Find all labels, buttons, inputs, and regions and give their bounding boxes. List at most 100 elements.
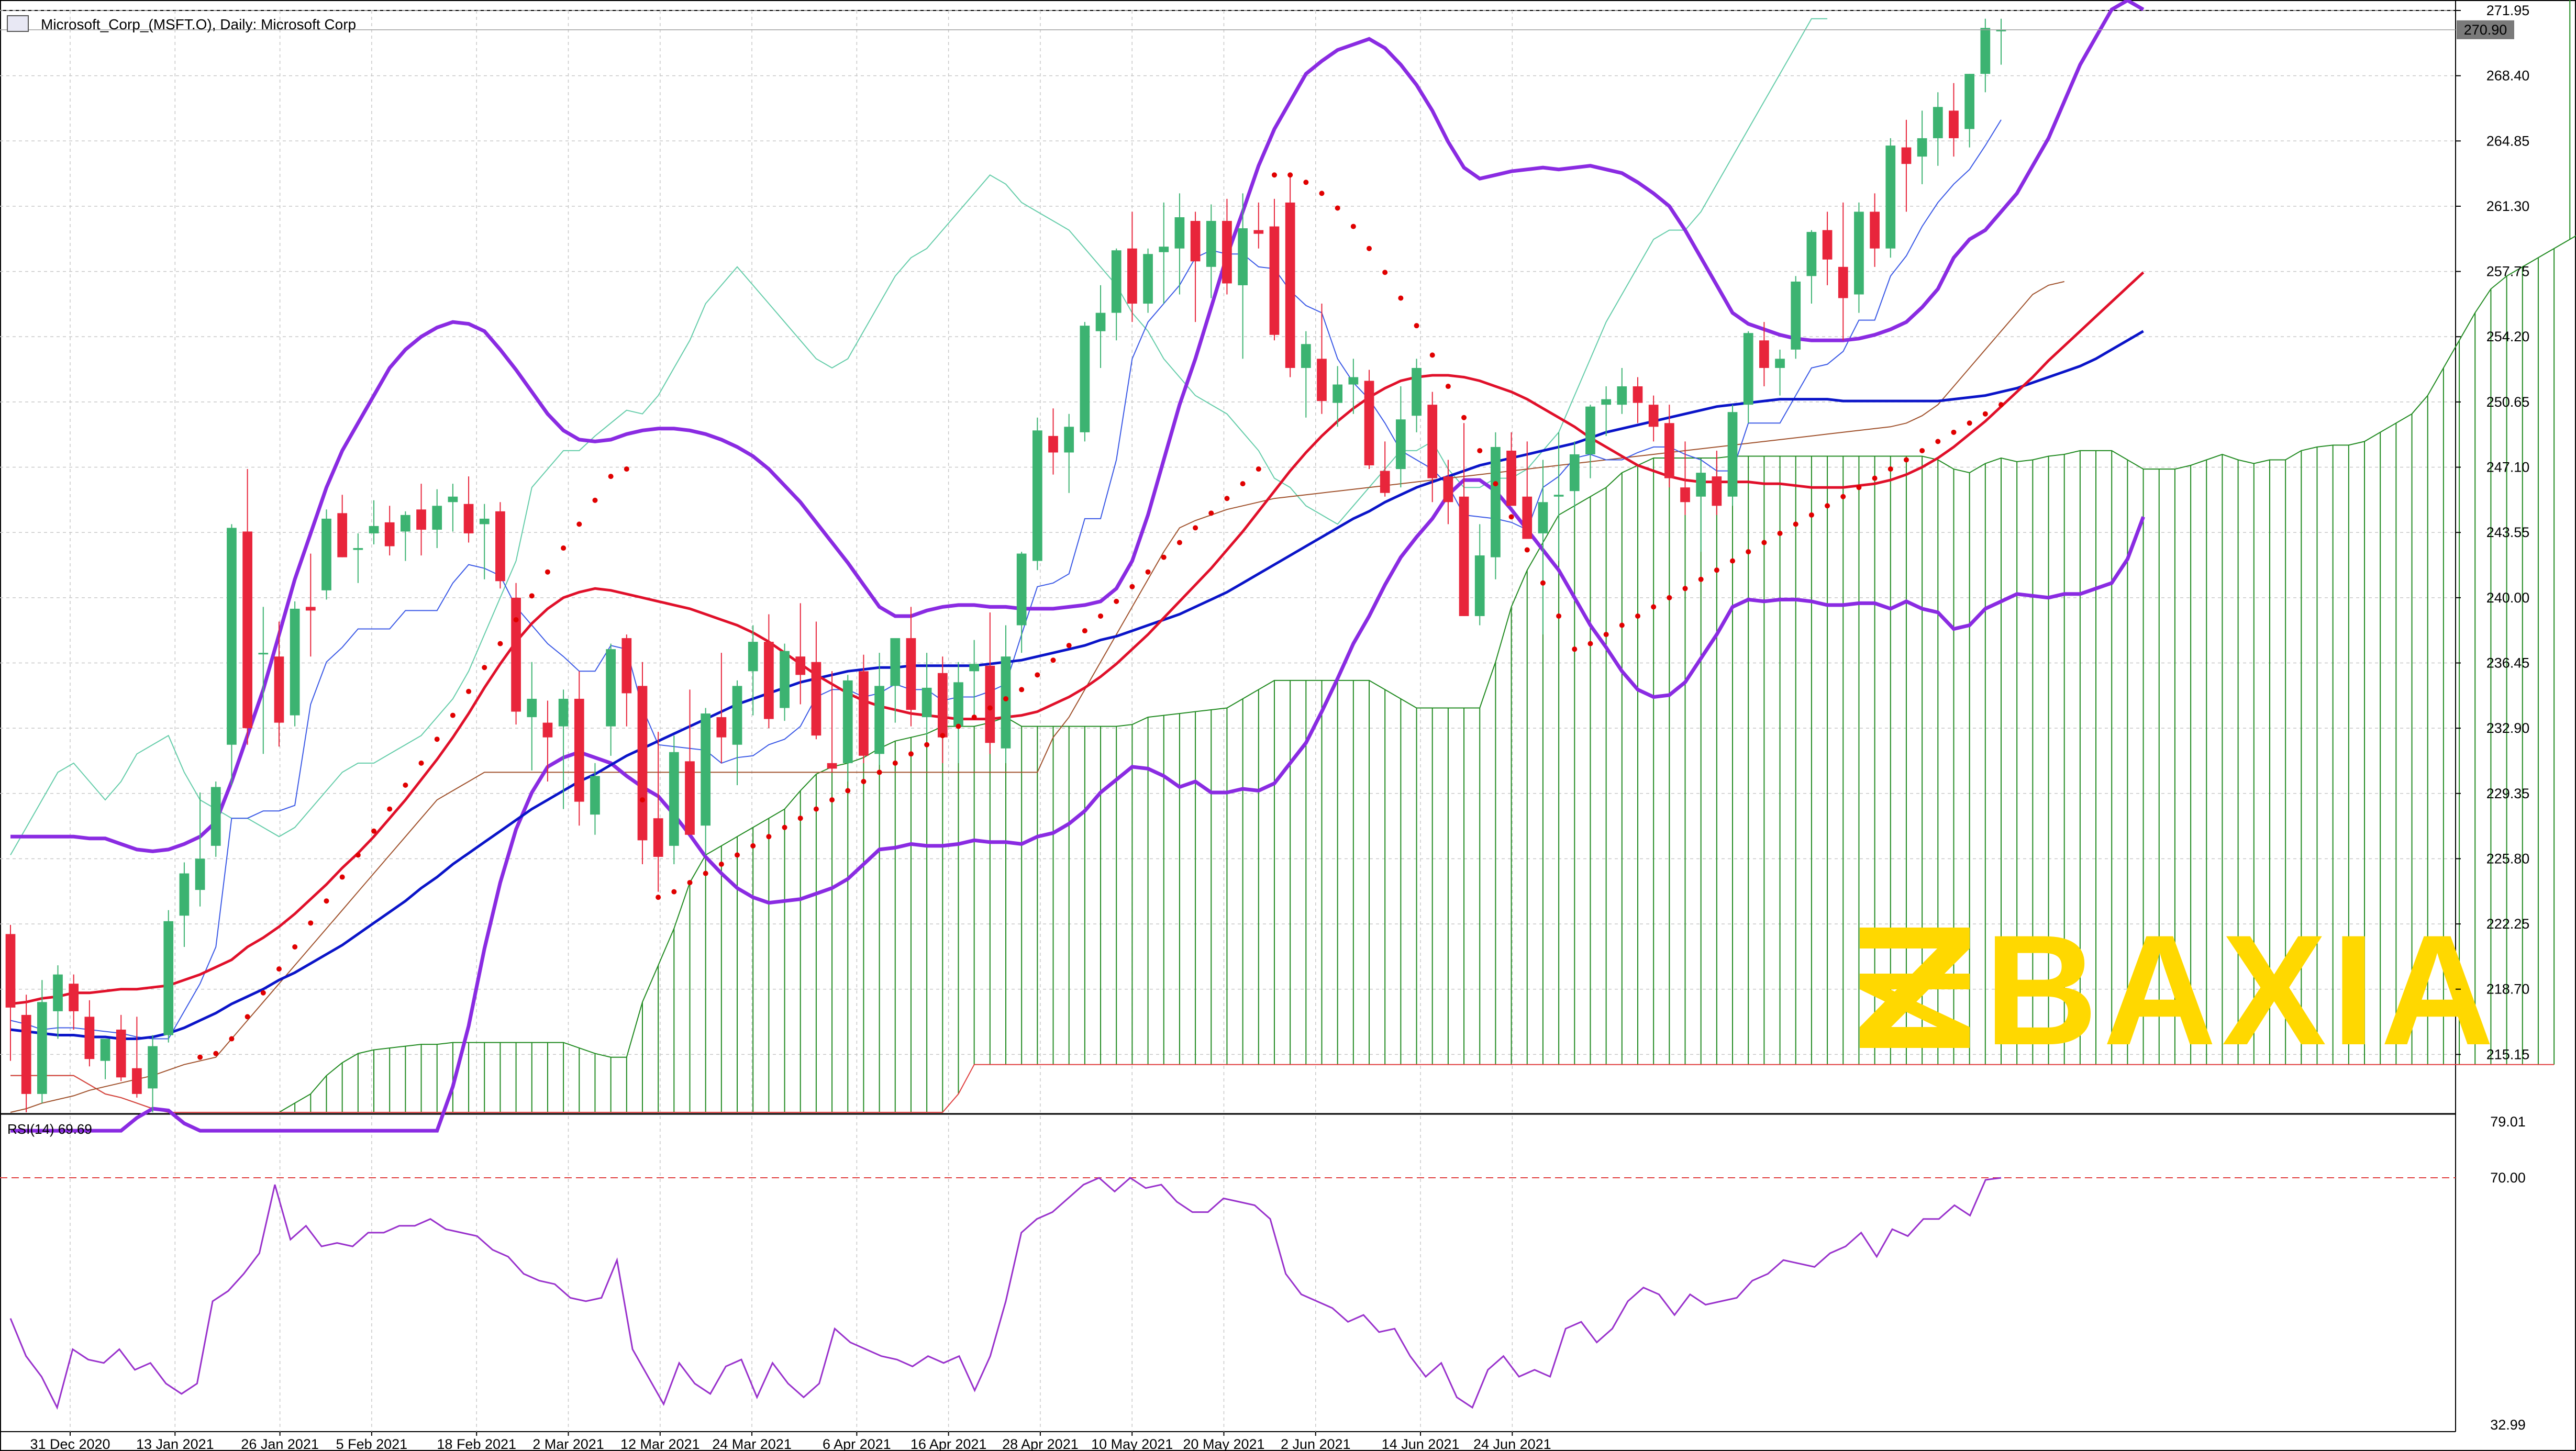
candle xyxy=(1427,392,1438,503)
candle-body xyxy=(1111,250,1122,313)
candle-body xyxy=(1759,340,1769,368)
sar-dot xyxy=(876,769,882,775)
sar-dot xyxy=(956,723,961,729)
candle xyxy=(795,603,806,705)
candle-body xyxy=(1032,430,1042,561)
sar-dot xyxy=(545,569,550,575)
candle xyxy=(384,506,395,556)
candle-body xyxy=(1870,211,1880,249)
candle-body xyxy=(874,686,884,754)
candle xyxy=(1854,202,1864,313)
candle-body xyxy=(511,597,521,712)
y-tick-label: 225.80 xyxy=(2486,851,2530,866)
candle-body xyxy=(1601,399,1611,405)
candle xyxy=(1443,460,1453,524)
parabolic-sar xyxy=(197,172,2004,1060)
candle xyxy=(1569,441,1580,510)
candle xyxy=(148,1035,158,1112)
y-tick-label: 268.40 xyxy=(2486,68,2530,84)
sar-dot xyxy=(308,920,314,926)
sar-dot xyxy=(1461,415,1467,420)
candle xyxy=(1474,524,1485,626)
candle xyxy=(1364,370,1374,470)
candle xyxy=(463,476,474,543)
x-tick-label: 12 Mar 2021 xyxy=(620,1436,700,1451)
sar-dot xyxy=(1398,295,1404,301)
candle xyxy=(1317,304,1327,414)
candle xyxy=(1949,83,1959,157)
sar-dot xyxy=(1050,657,1056,663)
sar-dot xyxy=(292,944,298,950)
candle-body xyxy=(227,528,237,745)
bollinger-upper xyxy=(10,0,2145,853)
sma-slow xyxy=(10,330,2144,1040)
y-axis: 271.95 268.40 264.85 261.30 257.75 254.20 250.… xyxy=(0,3,2529,1433)
candle-body xyxy=(1712,476,1722,506)
sar-dot xyxy=(1793,521,1798,527)
candle-body xyxy=(100,1039,110,1061)
sar-dot xyxy=(1114,598,1119,604)
sar-dot xyxy=(1350,224,1356,229)
sar-dot xyxy=(1998,402,2004,408)
sar-dot xyxy=(1556,613,1562,619)
sar-dot xyxy=(1840,494,1846,499)
sar-dot xyxy=(861,778,867,784)
candle-body xyxy=(448,496,458,503)
sar-dot xyxy=(1887,466,1893,472)
x-tick-label: 2 Jun 2021 xyxy=(1281,1436,1351,1451)
candle xyxy=(1080,322,1090,442)
x-tick-label: 31 Dec 2020 xyxy=(30,1436,110,1451)
y-tick-label: 257.75 xyxy=(2486,264,2530,280)
candle-body xyxy=(1253,230,1264,234)
sar-dot xyxy=(1193,525,1198,531)
sar-dot xyxy=(639,797,645,803)
candle-body xyxy=(1301,344,1311,368)
candle-body xyxy=(84,1017,95,1059)
candle-body xyxy=(242,531,252,729)
sar-dot xyxy=(987,705,993,711)
candle xyxy=(495,502,505,589)
candle-body xyxy=(1949,110,1959,139)
sar-dot xyxy=(718,861,724,867)
candle xyxy=(1538,460,1548,635)
candle-body xyxy=(748,642,758,672)
candle xyxy=(305,553,316,657)
candle xyxy=(1522,441,1533,539)
sar-dot xyxy=(197,1054,203,1060)
candle-body xyxy=(1474,555,1485,616)
candle xyxy=(716,653,727,763)
candle-body xyxy=(1095,312,1106,331)
sar-dot xyxy=(1982,411,1988,417)
candle xyxy=(84,1000,95,1067)
candle-body xyxy=(1127,248,1137,304)
candle xyxy=(558,689,569,809)
candle xyxy=(764,614,774,729)
x-tick-label: 24 Mar 2021 xyxy=(712,1436,792,1451)
current-price-label: 270.90 xyxy=(2464,22,2507,38)
candle xyxy=(69,974,79,1030)
candle-body xyxy=(401,515,410,532)
candle xyxy=(1238,193,1248,359)
candle-body xyxy=(1238,228,1248,285)
candle-body xyxy=(1174,217,1185,249)
candle xyxy=(527,662,537,771)
sar-dot xyxy=(1825,503,1830,509)
candle-body xyxy=(1854,211,1864,295)
candle xyxy=(274,621,284,747)
candle xyxy=(1333,366,1343,427)
candle-body xyxy=(953,682,963,727)
candle xyxy=(542,700,553,782)
sar-dot xyxy=(1730,558,1736,564)
candle-body xyxy=(1885,146,1896,249)
sar-dot xyxy=(213,1051,219,1056)
candle-body xyxy=(305,607,316,611)
candle xyxy=(1885,138,1896,258)
candle xyxy=(1917,110,1927,184)
candle-body xyxy=(1159,247,1169,252)
candle xyxy=(621,634,632,727)
sar-dot xyxy=(766,834,772,840)
candle-body xyxy=(669,752,679,846)
sar-dot xyxy=(924,742,930,747)
candle xyxy=(874,653,884,765)
